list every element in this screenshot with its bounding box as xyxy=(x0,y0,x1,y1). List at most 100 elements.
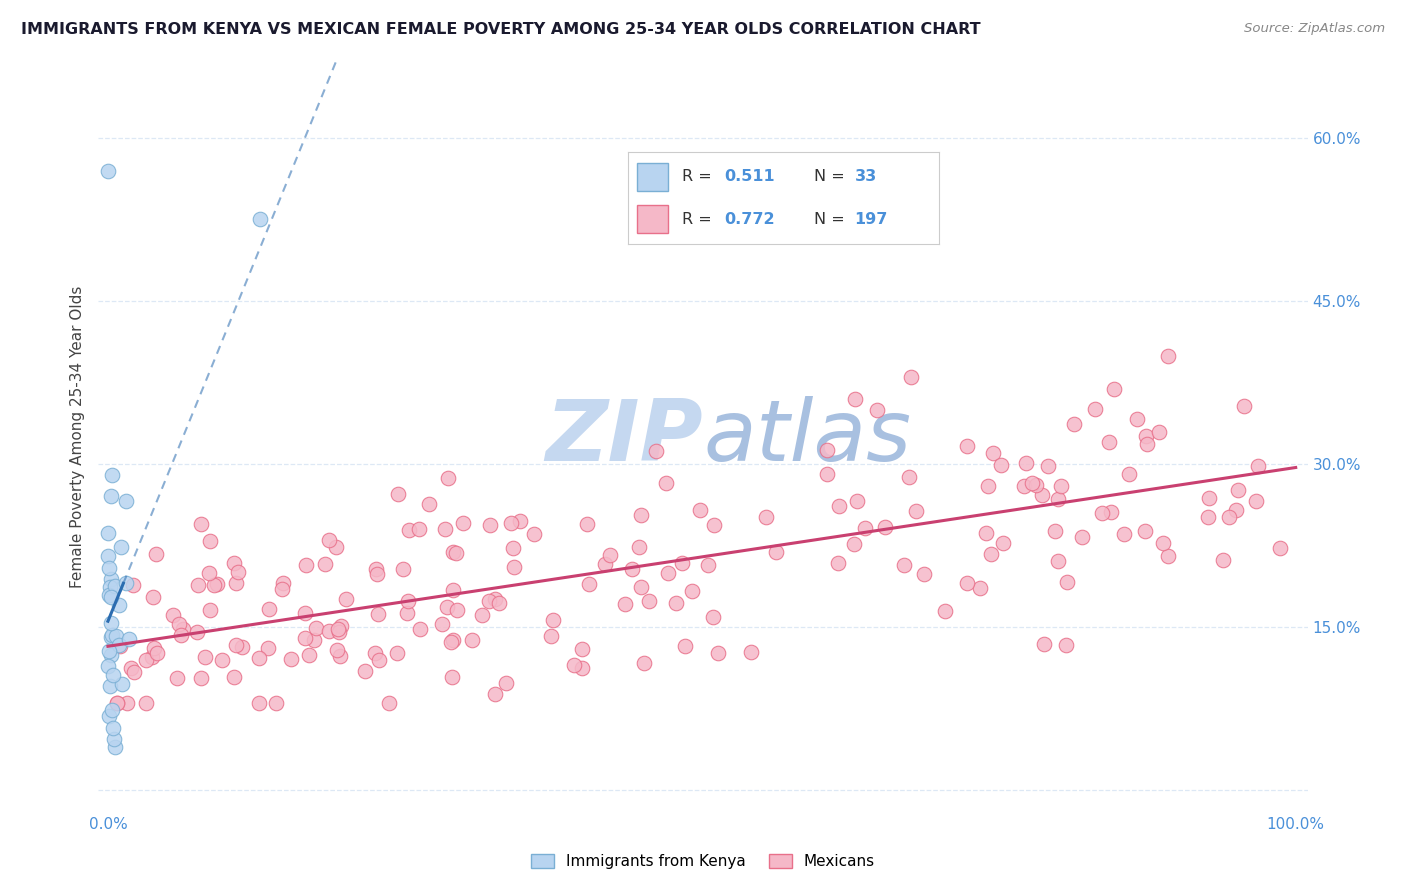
Point xyxy=(1043,524,1066,538)
Point xyxy=(1270,541,1292,556)
Point xyxy=(541,613,564,627)
Point xyxy=(108,598,131,612)
Point xyxy=(571,642,593,657)
Point xyxy=(98,580,121,594)
Point xyxy=(1047,492,1070,507)
Point xyxy=(105,696,128,710)
Point xyxy=(681,583,703,598)
Point xyxy=(190,517,212,532)
Point xyxy=(1050,479,1073,493)
Point xyxy=(1247,458,1270,473)
Point xyxy=(249,212,271,227)
Text: ZIP: ZIP xyxy=(546,395,703,479)
Point xyxy=(755,509,778,524)
Point xyxy=(593,557,616,571)
Point xyxy=(1054,638,1077,652)
Point xyxy=(934,604,956,618)
Point xyxy=(827,556,849,570)
Point xyxy=(1225,503,1247,517)
Point xyxy=(815,467,838,482)
Point xyxy=(186,624,208,639)
Point xyxy=(436,600,458,615)
Point xyxy=(111,677,134,691)
Point xyxy=(162,608,184,623)
Point xyxy=(433,523,456,537)
Point xyxy=(665,596,688,610)
Point xyxy=(599,548,621,562)
Point xyxy=(115,696,138,710)
Point xyxy=(645,443,668,458)
Point xyxy=(898,470,921,484)
Point xyxy=(844,392,866,406)
Point xyxy=(842,537,865,551)
Point xyxy=(1157,349,1180,363)
Point xyxy=(1227,483,1250,498)
Point xyxy=(318,533,340,548)
Point xyxy=(326,622,349,636)
Point xyxy=(145,547,167,561)
Text: Source: ZipAtlas.com: Source: ZipAtlas.com xyxy=(1244,22,1385,36)
Point xyxy=(912,567,935,582)
Text: R =: R = xyxy=(682,212,717,227)
Point xyxy=(621,561,644,575)
Point xyxy=(1025,477,1047,491)
Point xyxy=(1021,475,1043,490)
Point xyxy=(575,517,598,532)
Point xyxy=(141,650,163,665)
Point xyxy=(97,549,120,564)
Point xyxy=(540,629,562,643)
Point xyxy=(893,558,915,572)
Point xyxy=(367,607,389,621)
Point xyxy=(479,518,502,533)
Point xyxy=(104,739,127,754)
Point xyxy=(98,679,121,693)
Point xyxy=(104,630,127,644)
Point xyxy=(105,696,128,710)
Point xyxy=(1118,467,1140,481)
Point xyxy=(222,556,245,570)
Point xyxy=(976,526,998,541)
Point xyxy=(97,526,120,541)
Point xyxy=(118,632,141,646)
Point xyxy=(1056,575,1078,590)
Point xyxy=(630,580,652,594)
Text: atlas: atlas xyxy=(703,395,911,479)
FancyBboxPatch shape xyxy=(637,205,668,234)
Point xyxy=(703,517,725,532)
Point xyxy=(866,403,889,417)
Point xyxy=(198,566,221,580)
Point xyxy=(364,646,387,660)
Point xyxy=(444,546,467,560)
Point xyxy=(441,670,464,684)
Point xyxy=(108,638,131,652)
Point xyxy=(97,164,120,178)
Point xyxy=(1212,553,1234,567)
Point xyxy=(1047,554,1070,568)
Point xyxy=(325,540,347,554)
Point xyxy=(977,478,1000,492)
Point xyxy=(1063,417,1085,432)
Text: 0.772: 0.772 xyxy=(724,212,775,227)
Point xyxy=(484,687,506,701)
FancyBboxPatch shape xyxy=(637,163,668,191)
Point xyxy=(408,522,430,536)
Point xyxy=(990,458,1012,472)
Point xyxy=(502,541,524,556)
Point xyxy=(440,635,463,649)
Point xyxy=(571,661,593,675)
Point xyxy=(1102,382,1125,396)
Point xyxy=(488,597,510,611)
Point xyxy=(495,676,517,690)
Point xyxy=(329,648,352,663)
Point xyxy=(657,566,679,580)
Point xyxy=(578,577,600,591)
Point xyxy=(1033,637,1056,651)
Point xyxy=(298,648,321,662)
Point xyxy=(392,562,415,576)
Point xyxy=(98,561,121,575)
Point xyxy=(1233,399,1256,413)
Point xyxy=(900,370,922,384)
Point xyxy=(956,576,979,591)
Point xyxy=(846,494,869,508)
Point xyxy=(1135,437,1157,451)
